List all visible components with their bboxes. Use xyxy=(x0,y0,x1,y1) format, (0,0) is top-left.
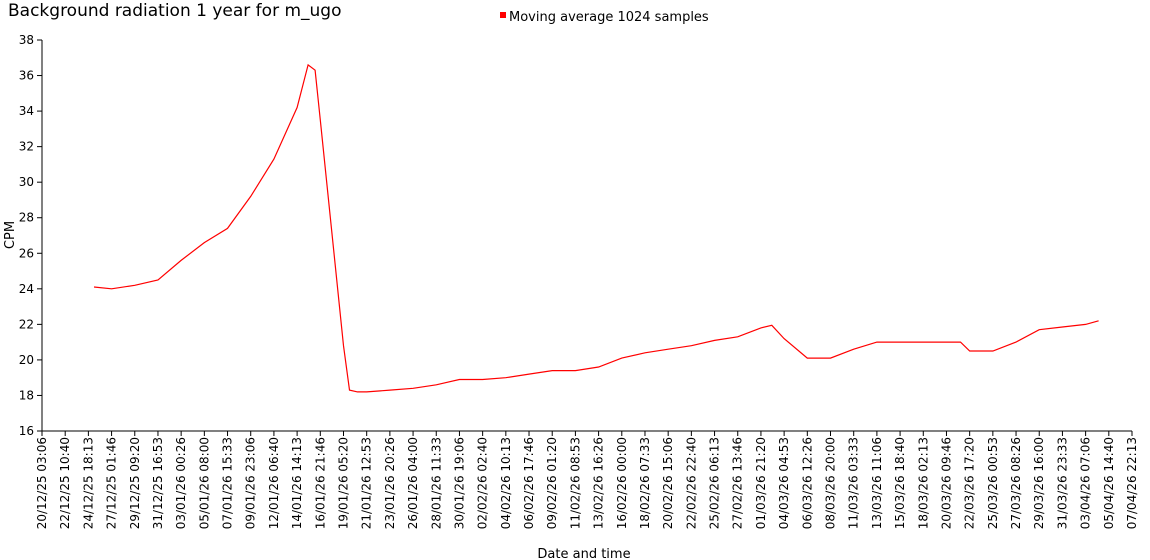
x-tick-label: 20/02/26 15:06 xyxy=(661,437,675,529)
x-tick-label: 29/03/26 16:00 xyxy=(1032,437,1046,529)
x-tick-label: 08/03/26 20:00 xyxy=(824,437,838,529)
y-tick-label: 16 xyxy=(19,424,34,438)
y-tick-label: 24 xyxy=(19,282,34,296)
x-tick-label: 13/02/26 16:26 xyxy=(592,437,606,529)
y-tick-label: 18 xyxy=(19,388,34,402)
x-tick-label: 27/02/26 13:46 xyxy=(731,437,745,529)
y-tick-label: 32 xyxy=(19,140,34,154)
x-tick-label: 03/01/26 00:26 xyxy=(174,437,188,529)
y-tick-label: 28 xyxy=(19,211,34,225)
x-tick-label: 06/03/26 12:26 xyxy=(800,437,814,529)
x-tick-label: 23/01/26 20:26 xyxy=(383,437,397,529)
x-tick-label: 07/01/26 15:33 xyxy=(221,437,235,529)
x-tick-label: 15/03/26 18:40 xyxy=(893,437,907,529)
x-tick-label: 20/03/26 09:46 xyxy=(939,437,953,529)
x-tick-label: 11/02/26 08:53 xyxy=(568,437,582,529)
x-tick-label: 30/01/26 19:06 xyxy=(452,437,466,529)
x-tick-label: 05/04/26 14:40 xyxy=(1102,437,1116,529)
x-tick-label: 22/02/26 22:40 xyxy=(684,437,698,529)
y-tick-label: 36 xyxy=(19,69,34,83)
x-tick-label: 05/01/26 08:00 xyxy=(197,437,211,529)
x-tick-label: 13/03/26 11:06 xyxy=(870,437,884,529)
x-tick-label: 27/12/25 01:46 xyxy=(105,437,119,529)
x-tick-label: 04/03/26 04:53 xyxy=(777,437,791,529)
y-axis-label: CPM xyxy=(3,221,18,249)
x-tick-label: 02/02/26 02:40 xyxy=(476,437,490,529)
x-tick-label: 25/03/26 00:53 xyxy=(986,437,1000,529)
x-tick-label: 03/04/26 07:06 xyxy=(1079,437,1093,529)
x-tick-label: 28/01/26 11:33 xyxy=(429,437,443,529)
x-tick-label: 04/02/26 10:13 xyxy=(499,437,513,529)
y-tick-label: 26 xyxy=(19,246,34,260)
x-tick-label: 06/02/26 17:46 xyxy=(522,437,536,529)
x-tick-label: 16/01/26 21:46 xyxy=(313,437,327,529)
y-tick-label: 38 xyxy=(19,33,34,47)
x-tick-label: 25/02/26 06:13 xyxy=(708,437,722,529)
x-tick-label: 31/03/26 23:33 xyxy=(1055,437,1069,529)
x-tick-label: 07/04/26 22:13 xyxy=(1125,437,1139,529)
y-tick-label: 34 xyxy=(19,104,34,118)
x-tick-label: 14/01/26 14:13 xyxy=(290,437,304,529)
x-tick-label: 12/01/26 06:40 xyxy=(267,437,281,529)
x-tick-label: 18/03/26 02:13 xyxy=(916,437,930,529)
x-tick-label: 26/01/26 04:00 xyxy=(406,437,420,529)
x-axis-label: Date and time xyxy=(537,547,630,560)
x-tick-label: 21/01/26 12:53 xyxy=(360,437,374,529)
chart-title: Background radiation 1 year for m_ugo xyxy=(8,1,341,21)
x-tick-label: 24/12/25 18:13 xyxy=(81,437,95,529)
y-tick-label: 20 xyxy=(19,353,34,367)
y-tick-label: 30 xyxy=(19,175,34,189)
x-tick-label: 20/12/25 03:06 xyxy=(35,437,49,529)
x-tick-label: 18/02/26 07:33 xyxy=(638,437,652,529)
x-tick-label: 19/01/26 05:20 xyxy=(336,437,350,529)
x-tick-label: 27/03/26 08:26 xyxy=(1009,437,1023,529)
legend-label: Moving average 1024 samples xyxy=(509,10,709,25)
x-tick-label: 11/03/26 03:33 xyxy=(847,437,861,529)
x-tick-label: 01/03/26 21:20 xyxy=(754,437,768,529)
y-tick-label: 22 xyxy=(19,317,34,331)
x-tick-label: 31/12/25 16:53 xyxy=(151,437,165,529)
x-tick-label: 16/02/26 00:00 xyxy=(615,437,629,529)
x-tick-label: 29/12/25 09:20 xyxy=(128,437,142,529)
x-tick-label: 22/03/26 17:20 xyxy=(963,437,977,529)
x-tick-label: 09/02/26 01:20 xyxy=(545,437,559,529)
x-tick-label: 09/01/26 23:06 xyxy=(244,437,258,529)
legend-swatch xyxy=(500,12,506,18)
data-line xyxy=(93,63,1099,393)
x-tick-label: 22/12/25 10:40 xyxy=(58,437,72,529)
